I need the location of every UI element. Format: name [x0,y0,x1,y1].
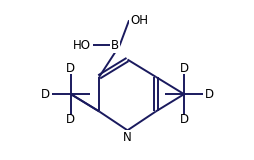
Text: HO: HO [73,39,91,52]
Text: N: N [123,131,131,144]
Text: D: D [179,63,188,76]
Text: OH: OH [130,14,148,27]
Text: B: B [110,39,118,52]
Text: D: D [66,113,75,126]
Text: D: D [41,88,50,101]
Text: D: D [179,113,188,126]
Text: D: D [66,63,75,76]
Text: D: D [204,88,213,101]
